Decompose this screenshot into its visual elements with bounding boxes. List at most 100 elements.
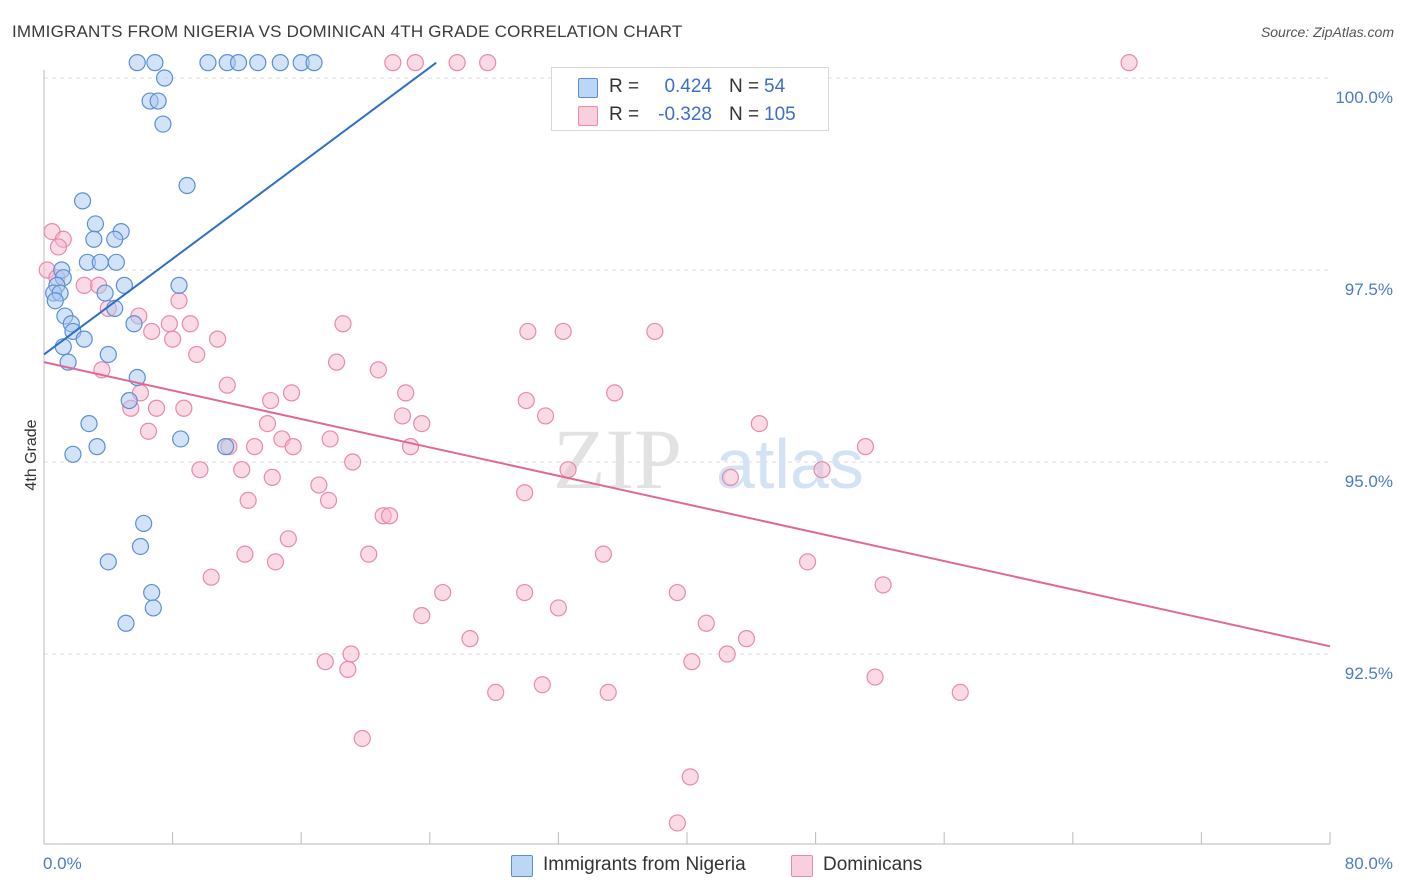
legend-n-label: N = bbox=[729, 76, 760, 97]
dominicans-point bbox=[549, 599, 568, 617]
nigeria-point bbox=[99, 345, 117, 364]
dominicans-point bbox=[1120, 54, 1138, 72]
nigeria-point bbox=[131, 537, 150, 556]
dominicans-point bbox=[327, 353, 346, 371]
dominicans-point bbox=[175, 399, 193, 417]
dominicans-point bbox=[683, 653, 701, 671]
dominicans-point bbox=[258, 415, 277, 433]
nigeria-point bbox=[155, 69, 174, 87]
nigeria-point bbox=[199, 54, 217, 72]
legend-r-value: -0.328 bbox=[658, 104, 712, 125]
dominicans-point bbox=[813, 461, 831, 479]
dominicans-point bbox=[262, 391, 280, 410]
x-tick-label: 0.0% bbox=[43, 854, 82, 873]
nigeria-point bbox=[128, 54, 146, 72]
dominicans-point bbox=[606, 384, 624, 402]
nigeria-point bbox=[217, 438, 235, 456]
dominicans-point bbox=[517, 391, 535, 410]
dominicans-point bbox=[279, 530, 297, 548]
nigeria-point bbox=[88, 438, 106, 456]
dominicans-point bbox=[170, 292, 188, 310]
axes bbox=[43, 70, 1331, 845]
watermark-atlas: atlas bbox=[716, 425, 864, 503]
dominicans-point bbox=[143, 322, 161, 341]
nigeria-point bbox=[271, 54, 289, 72]
dominicans-point bbox=[533, 676, 551, 694]
nigeria-point bbox=[120, 391, 138, 410]
legend-swatch-dominicans bbox=[791, 855, 813, 877]
chart-title: IMMIGRANTS FROM NIGERIA VS DOMINICAN 4TH… bbox=[12, 22, 683, 41]
series-legend: Immigrants from Nigeria Dominicans bbox=[0, 850, 1406, 878]
nigeria-point bbox=[106, 230, 124, 248]
dominicans-point bbox=[681, 768, 699, 786]
y-tick-label: 92.5% bbox=[1345, 664, 1393, 683]
trend-lines bbox=[43, 61, 1331, 648]
legend-label-dominicans: Dominicans bbox=[823, 854, 923, 875]
dominicans-point bbox=[668, 814, 686, 832]
nigeria-point bbox=[305, 54, 323, 72]
dominicans-point bbox=[319, 491, 338, 509]
dominicans-point bbox=[750, 415, 768, 433]
dominicans-point bbox=[721, 468, 740, 486]
y-tick-label: 97.5% bbox=[1345, 280, 1393, 299]
y-tick-label: 100.0% bbox=[1335, 88, 1393, 107]
nigeria-point bbox=[154, 115, 172, 133]
dominicans-point bbox=[487, 683, 505, 702]
dominicans-point bbox=[49, 238, 68, 256]
dominicans-point bbox=[434, 583, 452, 602]
dominicans-point bbox=[413, 415, 431, 433]
dominicans-point bbox=[164, 330, 182, 348]
nigeria-point bbox=[46, 292, 64, 310]
dominicans-point bbox=[310, 476, 328, 494]
dominicans-points bbox=[38, 54, 1138, 832]
nigeria-point bbox=[64, 445, 82, 463]
dominicans-point bbox=[384, 54, 402, 72]
dominicans-point bbox=[448, 54, 466, 72]
dominicans-point bbox=[874, 576, 892, 594]
dominicans-point bbox=[139, 422, 158, 440]
nigeria-point bbox=[117, 614, 135, 632]
dominicans-point bbox=[856, 438, 875, 456]
dominicans-point bbox=[209, 330, 227, 348]
source-label: Source: ZipAtlas.com bbox=[1260, 24, 1394, 40]
dominicans-point bbox=[202, 568, 220, 586]
dominicans-point bbox=[516, 484, 534, 502]
dominicans-point bbox=[554, 322, 572, 341]
dominicans-point bbox=[239, 491, 257, 509]
legend-row-nigeria: R = 0.424 N = 54 bbox=[552, 73, 828, 101]
dominicans-point bbox=[866, 668, 884, 686]
dominicans-point bbox=[536, 407, 555, 425]
legend-r-value: 0.424 bbox=[664, 76, 712, 97]
legend-r-label: R = bbox=[609, 104, 640, 125]
dominicans-point bbox=[461, 630, 479, 648]
nigeria-point bbox=[125, 315, 143, 333]
nigeria-point bbox=[144, 599, 162, 617]
dominicans-point bbox=[75, 276, 93, 294]
nigeria-point bbox=[249, 54, 267, 72]
dominicans-point bbox=[397, 384, 415, 402]
nigeria-point bbox=[73, 192, 92, 210]
dominicans-point bbox=[282, 384, 301, 402]
dominicans-point bbox=[360, 545, 378, 563]
nigeria-trend-line bbox=[43, 61, 437, 356]
dominicans-point bbox=[798, 553, 817, 571]
dominicans-point bbox=[245, 438, 264, 456]
dominicans-point bbox=[218, 376, 236, 394]
dominicans-point bbox=[646, 322, 664, 341]
nigeria-point bbox=[115, 276, 133, 294]
nigeria-point bbox=[149, 92, 167, 110]
nigeria-point bbox=[85, 230, 103, 248]
y-axis-title: 4th Grade bbox=[23, 419, 40, 490]
dominicans-point bbox=[406, 54, 424, 72]
dominicans-point bbox=[191, 461, 209, 479]
dominicans-point bbox=[413, 606, 431, 625]
nigeria-point bbox=[135, 514, 153, 533]
dominicans-point bbox=[263, 468, 281, 486]
dominicans-point bbox=[339, 660, 357, 678]
dominicans-point bbox=[697, 614, 715, 632]
dominicans-point bbox=[342, 645, 360, 663]
dominicans-point bbox=[381, 507, 399, 525]
nigeria-point bbox=[75, 330, 93, 348]
dominicans-point bbox=[479, 54, 497, 72]
dominicans-point bbox=[353, 729, 371, 748]
